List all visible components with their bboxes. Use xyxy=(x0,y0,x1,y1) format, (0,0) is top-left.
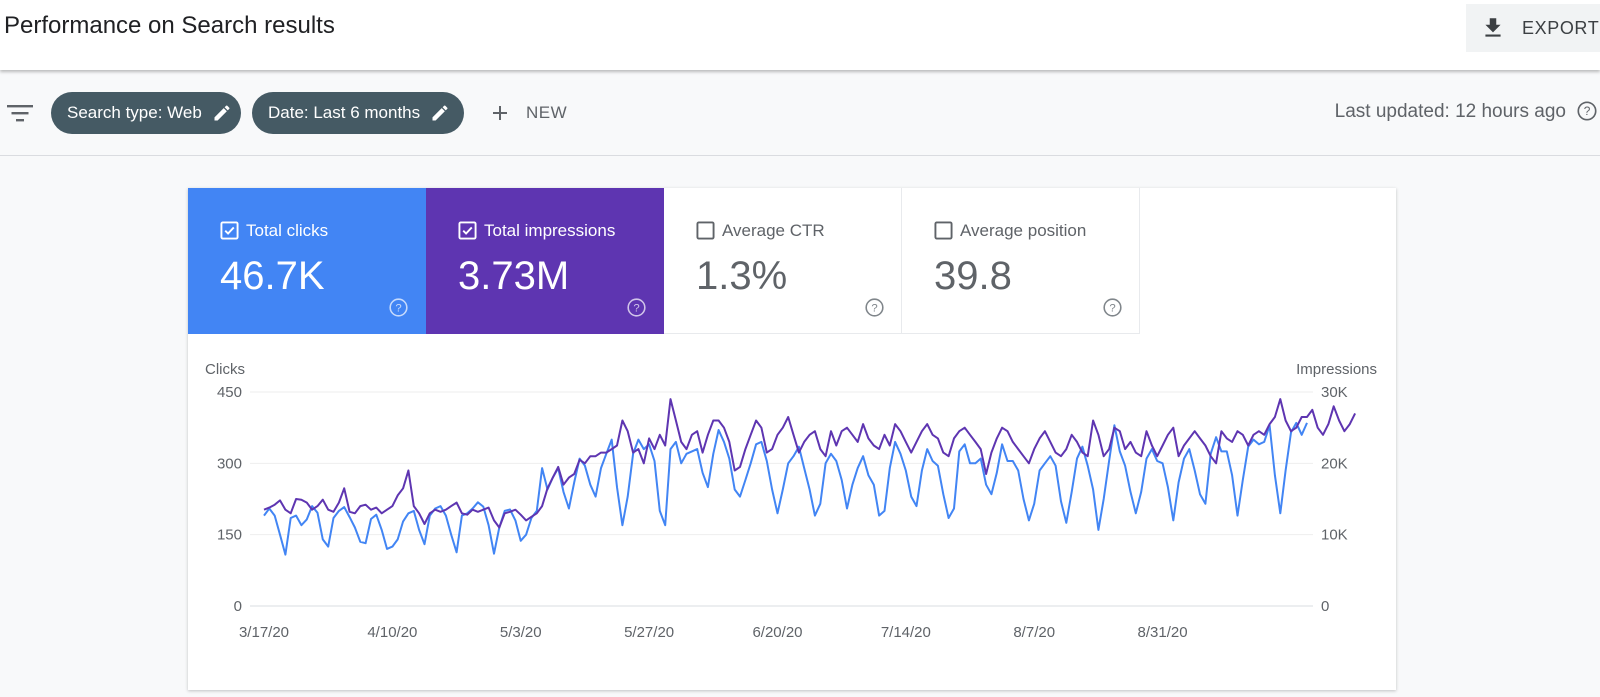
performance-chart[interactable]: 0 0 150 10K 300 20K 450 30K Clicks Impressions 3/1… xyxy=(188,334,1396,690)
checkbox-unchecked-icon[interactable] xyxy=(934,221,953,240)
metric-tile-total-impressions[interactable]: Total impressions 3.73M ? xyxy=(426,188,664,334)
svg-text:?: ? xyxy=(633,302,639,314)
y-tick-label-left: 0 xyxy=(234,598,242,615)
impressions-series-line xyxy=(263,398,1356,529)
y-tick-label-left: 450 xyxy=(217,384,242,401)
svg-text:?: ? xyxy=(871,302,877,314)
x-tick-label: 5/27/20 xyxy=(624,624,674,641)
export-button[interactable]: EXPORT xyxy=(1466,4,1600,52)
svg-text:?: ? xyxy=(1584,104,1591,118)
last-updated-text: Last updated: 12 hours ago xyxy=(1334,101,1566,122)
date-chip-label: Date: Last 6 months xyxy=(268,103,421,122)
metric-tile-average-ctr[interactable]: Average CTR 1.3% ? xyxy=(664,188,902,334)
y-tick-label-left: 150 xyxy=(217,527,242,544)
y-tick-label-right: 10K xyxy=(1321,527,1348,544)
svg-text:?: ? xyxy=(395,302,401,314)
metric-value: 39.8 xyxy=(934,254,1012,298)
export-label: EXPORT xyxy=(1522,17,1600,38)
y-tick-label-right: 30K xyxy=(1321,384,1348,401)
metric-tile-total-clicks[interactable]: Total clicks 46.7K ? xyxy=(188,188,426,334)
y-tick-label-right: 20K xyxy=(1321,455,1348,472)
plus-icon xyxy=(493,106,507,120)
help-icon[interactable]: ? xyxy=(626,297,647,318)
clicks-series-line xyxy=(263,421,1308,556)
metric-label: Total clicks xyxy=(246,221,329,240)
x-tick-label: 6/20/20 xyxy=(752,624,802,641)
y-axis-label-right: Impressions xyxy=(1296,361,1377,378)
y-axis-label-left: Clicks xyxy=(205,361,245,378)
search-type-chip[interactable]: Search type: Web xyxy=(51,92,241,134)
help-icon[interactable]: ? xyxy=(388,297,409,318)
x-tick-label: 3/17/20 xyxy=(239,624,289,641)
y-tick-label-left: 300 xyxy=(217,455,242,472)
new-filter-button[interactable]: NEW xyxy=(488,92,567,134)
top-bar: Performance on Search results EXPORT xyxy=(0,0,1600,70)
checkbox-checked-icon[interactable] xyxy=(458,221,477,240)
edit-pencil-icon xyxy=(214,105,230,121)
y-tick-label-right: 0 xyxy=(1321,598,1329,615)
metric-value: 3.73M xyxy=(458,254,570,298)
x-tick-label: 8/31/20 xyxy=(1138,624,1188,641)
x-tick-label: 4/10/20 xyxy=(367,624,417,641)
page-title: Performance on Search results xyxy=(4,12,335,39)
metric-value: 1.3% xyxy=(696,254,788,298)
edit-pencil-icon xyxy=(432,105,448,121)
performance-card: Total clicks 46.7K ? Total impressions 3… xyxy=(188,188,1396,690)
metric-tile-average-position[interactable]: Average position 39.8 ? xyxy=(902,188,1140,334)
x-tick-label: 5/3/20 xyxy=(500,624,542,641)
download-icon xyxy=(1485,18,1501,37)
svg-text:?: ? xyxy=(1109,302,1115,314)
x-tick-label: 7/14/20 xyxy=(881,624,931,641)
search-type-chip-label: Search type: Web xyxy=(67,103,202,122)
help-icon[interactable]: ? xyxy=(1102,297,1123,318)
checkbox-checked-icon[interactable] xyxy=(220,221,239,240)
help-icon[interactable]: ? xyxy=(1576,100,1598,122)
new-filter-label: NEW xyxy=(526,103,568,122)
filter-bar: Search type: Web Date: Last 6 months NEW… xyxy=(0,70,1600,156)
metric-label: Average position xyxy=(960,221,1087,240)
help-icon[interactable]: ? xyxy=(864,297,885,318)
metric-label: Total impressions xyxy=(484,221,616,240)
checkbox-unchecked-icon[interactable] xyxy=(696,221,715,240)
x-tick-label: 8/7/20 xyxy=(1013,624,1055,641)
metric-value: 46.7K xyxy=(220,254,325,298)
date-chip[interactable]: Date: Last 6 months xyxy=(252,92,464,134)
metric-label: Average CTR xyxy=(722,221,825,240)
filter-icon[interactable] xyxy=(6,101,34,125)
